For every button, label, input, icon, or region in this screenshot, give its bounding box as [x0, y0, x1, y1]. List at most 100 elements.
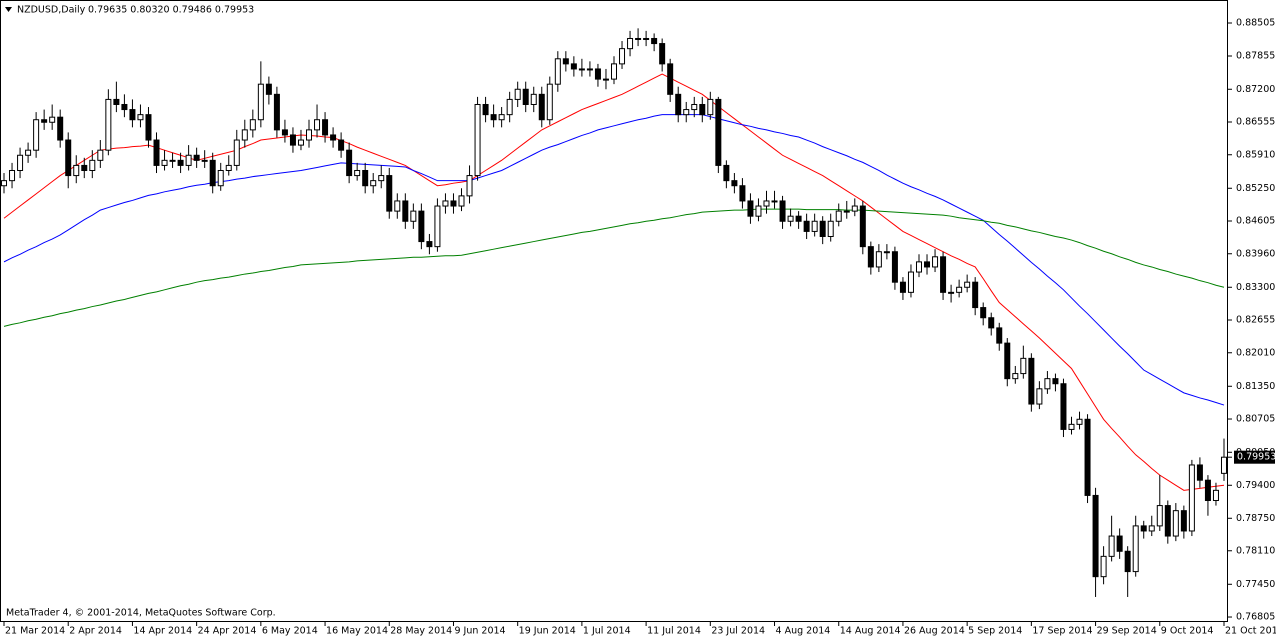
candle-body — [514, 88, 521, 100]
price-tag — [1234, 450, 1275, 464]
candle-body — [627, 37, 634, 50]
candle-body — [89, 159, 96, 171]
candle-body — [1068, 423, 1075, 430]
price-tag-label: 0.79953 — [1237, 452, 1276, 463]
candle-body — [1188, 464, 1195, 532]
candle-body — [1060, 383, 1067, 430]
candle-body — [1156, 505, 1163, 527]
candle-body — [570, 63, 577, 70]
y-tick-label: 0.78110 — [1236, 545, 1275, 556]
candle-body — [145, 114, 152, 141]
candle-body — [426, 241, 433, 248]
x-tick-label: 28 May 2014 — [390, 626, 452, 637]
candle-body — [466, 175, 473, 197]
y-tick-label: 0.76805 — [1236, 612, 1275, 623]
candle-body — [81, 164, 88, 171]
candle-body — [482, 103, 489, 116]
candle-body — [907, 271, 914, 293]
y-tick-label: 0.86555 — [1236, 117, 1275, 128]
candle-body — [691, 103, 698, 111]
candle-body — [731, 180, 738, 187]
candle-body — [410, 210, 417, 222]
candle-body — [948, 291, 955, 294]
candle-body — [924, 261, 931, 268]
y-tick-label: 0.82010 — [1236, 347, 1275, 358]
candle-body — [1124, 550, 1131, 573]
candle-body — [932, 256, 939, 268]
candle-body — [297, 139, 304, 146]
candle-body — [771, 200, 778, 203]
candle-body — [378, 175, 385, 182]
x-tick-label: 1 Jul 2014 — [583, 626, 631, 637]
candle-body — [1084, 418, 1091, 496]
candle-body — [105, 98, 112, 151]
candle-body — [867, 246, 874, 268]
candle-body — [57, 116, 64, 141]
candle-body — [996, 327, 1003, 344]
candle-body — [306, 129, 313, 141]
candle-body — [338, 139, 345, 151]
y-tick-label: 0.87855 — [1236, 51, 1275, 62]
candle-body — [611, 63, 617, 80]
candle-body — [643, 37, 650, 40]
candle-body — [891, 251, 898, 283]
x-tick-label: 16 May 2014 — [326, 626, 388, 637]
window-menu-icon — [5, 7, 12, 12]
candle-body — [667, 63, 674, 95]
candle-body — [1052, 378, 1059, 385]
candle-body — [137, 114, 144, 121]
candle-body — [402, 200, 409, 222]
candle-body — [9, 169, 16, 182]
candle-body — [490, 114, 497, 121]
y-tick-label: 0.88505 — [1236, 18, 1275, 29]
candle-body — [153, 139, 160, 166]
candle-body — [988, 317, 995, 329]
y-tick-label: 0.84605 — [1236, 216, 1275, 227]
candle-body — [265, 83, 272, 95]
candle-body — [193, 154, 200, 161]
y-tick-label: 0.78750 — [1236, 513, 1275, 524]
candle-body — [1148, 525, 1155, 532]
candle-body — [257, 83, 264, 121]
candle-body — [699, 103, 706, 116]
chart-title: NZDUSD,Daily — [17, 5, 86, 16]
x-tick-label: 24 Apr 2014 — [198, 626, 257, 637]
candle-body — [33, 119, 40, 151]
y-tick-label: 0.80705 — [1236, 414, 1275, 425]
y-tick-label: 0.85250 — [1236, 183, 1275, 194]
candle-body — [795, 215, 802, 222]
candle-body — [233, 139, 240, 166]
candle-body — [49, 116, 56, 123]
candle-body — [723, 164, 730, 182]
candle-body — [1132, 525, 1139, 573]
candle-body — [811, 220, 818, 232]
candle-body — [217, 169, 224, 187]
candle-body — [370, 180, 377, 187]
candle-body — [1172, 510, 1179, 537]
candle-body — [875, 251, 882, 268]
candle-body — [458, 195, 465, 207]
candle-body — [578, 68, 585, 71]
candle-body — [956, 286, 963, 293]
candle-body — [498, 114, 505, 121]
footer: MetaTrader 4, © 2001-2014, MetaQuotes So… — [6, 608, 276, 619]
candle-body — [394, 200, 401, 212]
candle-body — [635, 37, 642, 40]
candle-body — [1092, 494, 1099, 578]
x-tick-label: 21 Mar 2014 — [5, 626, 65, 637]
candle-body — [1020, 357, 1027, 375]
candle-body — [121, 103, 128, 111]
moving-average-line — [3, 114, 1225, 406]
plot-frame — [0, 0, 1228, 622]
candle-body — [129, 109, 136, 121]
x-tick-label: 23 Jul 2014 — [711, 626, 765, 637]
candle-body — [755, 205, 762, 217]
y-tick-label: 0.83960 — [1236, 248, 1275, 259]
x-tick-label: 6 May 2014 — [262, 626, 318, 637]
candle-body — [1116, 535, 1123, 552]
candle-body — [683, 109, 690, 116]
candle-body — [1004, 342, 1011, 380]
candle-body — [843, 210, 850, 213]
